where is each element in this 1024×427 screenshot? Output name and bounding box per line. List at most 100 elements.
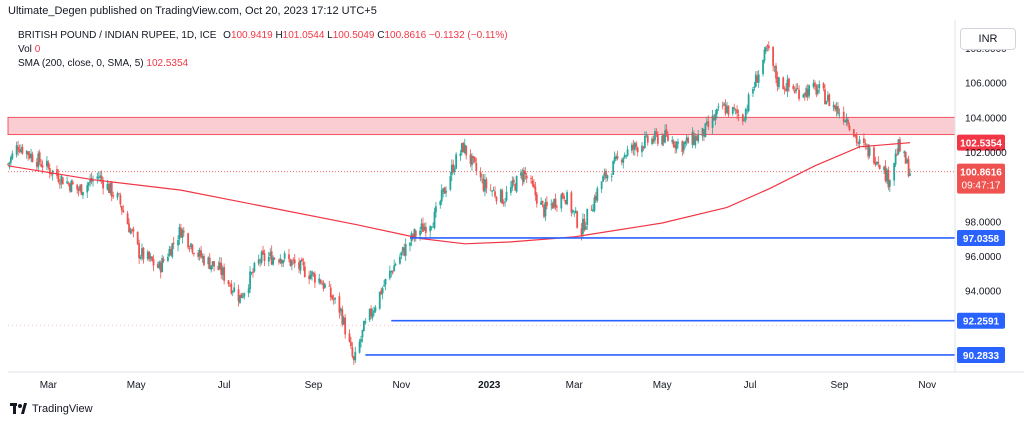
candle-body bbox=[582, 218, 584, 234]
candle-body bbox=[495, 196, 498, 202]
candle-body bbox=[847, 120, 849, 125]
y-tick-label: 96.0000 bbox=[965, 252, 1002, 263]
candle-body bbox=[443, 187, 446, 194]
candle-body bbox=[838, 113, 841, 115]
candle-body bbox=[400, 252, 403, 256]
candle-body bbox=[383, 285, 385, 287]
candle-body bbox=[848, 125, 851, 131]
candle-body bbox=[631, 144, 633, 151]
candle-body bbox=[904, 152, 907, 164]
candle-body bbox=[482, 178, 485, 191]
candle-body bbox=[422, 223, 424, 232]
candle-body bbox=[773, 66, 776, 68]
x-tick-label: Sep bbox=[830, 380, 848, 391]
tradingview-logo-icon bbox=[10, 403, 27, 414]
candle-body bbox=[803, 93, 806, 96]
candle-body bbox=[603, 172, 606, 176]
candle-body bbox=[207, 257, 210, 265]
candle-body bbox=[299, 260, 302, 271]
candle-body bbox=[808, 85, 811, 96]
candle-body bbox=[524, 171, 527, 175]
candle-body bbox=[864, 143, 867, 145]
candle-body bbox=[903, 151, 906, 154]
candle-body bbox=[180, 227, 182, 238]
candle-body bbox=[733, 107, 736, 109]
candle-body bbox=[220, 262, 223, 275]
candle-body bbox=[602, 176, 604, 182]
candle-body bbox=[551, 203, 554, 209]
candle-body bbox=[293, 259, 296, 264]
x-tick-label: Nov bbox=[392, 380, 410, 391]
candle-body bbox=[302, 262, 305, 266]
candle-body bbox=[651, 138, 653, 144]
candle-body bbox=[70, 180, 73, 193]
candle-body bbox=[190, 243, 192, 248]
candle-body bbox=[141, 248, 143, 257]
candle-body bbox=[873, 147, 875, 164]
candle-body bbox=[259, 260, 262, 262]
candle-body bbox=[684, 141, 687, 144]
candle-body bbox=[867, 144, 870, 157]
candle-body bbox=[58, 183, 61, 185]
x-tick-label: 2023 bbox=[478, 380, 501, 391]
candle-body bbox=[414, 230, 417, 237]
candle-body bbox=[815, 85, 818, 95]
x-tick-label: Jul bbox=[218, 380, 231, 391]
candle-body bbox=[51, 170, 54, 175]
candle-body bbox=[288, 254, 290, 260]
candle-body bbox=[583, 218, 586, 231]
candle-body bbox=[564, 200, 567, 205]
candle-body bbox=[420, 223, 423, 230]
candle-body bbox=[89, 179, 92, 183]
candle-body bbox=[152, 259, 155, 266]
candle-body bbox=[793, 90, 796, 93]
candle-body bbox=[272, 257, 275, 265]
candle-body bbox=[30, 153, 32, 159]
candle-body bbox=[322, 282, 325, 289]
candle-body bbox=[17, 146, 19, 151]
candle-body bbox=[878, 165, 881, 169]
candle-body bbox=[339, 308, 342, 312]
candle-body bbox=[460, 143, 463, 153]
candle-body bbox=[432, 226, 434, 228]
candle-body bbox=[613, 157, 616, 162]
candle-body bbox=[348, 333, 351, 342]
candle-body bbox=[118, 193, 120, 195]
candle-body bbox=[381, 288, 384, 294]
support-level-label: 97.0358 bbox=[963, 234, 1000, 245]
candle-body bbox=[635, 143, 638, 147]
candle-body bbox=[522, 170, 525, 183]
open-label: O bbox=[223, 30, 231, 41]
candle-body bbox=[228, 285, 231, 287]
close-value: 100.8616 bbox=[384, 30, 427, 41]
candle-body bbox=[685, 137, 688, 141]
candle-body bbox=[290, 260, 293, 266]
candle-body bbox=[292, 259, 295, 261]
candle-body bbox=[277, 260, 280, 262]
candle-body bbox=[816, 89, 819, 94]
candle-body bbox=[754, 74, 757, 87]
candle-body bbox=[136, 231, 139, 245]
candle-body bbox=[724, 104, 727, 114]
candle-body bbox=[671, 139, 674, 143]
candle-body bbox=[390, 270, 393, 273]
candle-body bbox=[776, 77, 779, 87]
currency-button[interactable]: INR bbox=[960, 28, 1016, 50]
candle-body bbox=[250, 272, 253, 274]
low-value: 100.5049 bbox=[332, 30, 375, 41]
candle-body bbox=[561, 193, 564, 198]
candle-body bbox=[129, 229, 132, 234]
candle-body bbox=[56, 169, 58, 176]
candle-body bbox=[792, 85, 795, 89]
candle-body bbox=[358, 341, 361, 353]
candle-body bbox=[485, 179, 488, 189]
candle-body bbox=[197, 252, 200, 257]
candle-body bbox=[35, 162, 38, 167]
sma-200-line bbox=[7, 142, 911, 245]
candle-body bbox=[701, 127, 704, 137]
candle-body bbox=[606, 175, 609, 179]
candle-body bbox=[270, 251, 273, 265]
candle-body bbox=[240, 293, 243, 298]
candle-body bbox=[120, 206, 123, 211]
